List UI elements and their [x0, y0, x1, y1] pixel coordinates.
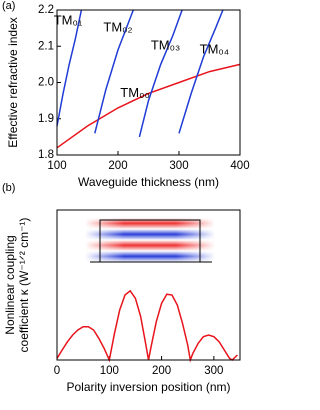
series-label: TM₀₂	[103, 20, 132, 35]
y-tick-label: 1.8	[38, 149, 54, 161]
series-label: TM₀₄	[200, 41, 229, 56]
x-tick-label: 200	[152, 365, 171, 377]
figure: (a) 100 200 300 400 1.8 1.9 2.0 2.1 2.2 Waveguide …	[2, 0, 250, 394]
x-tick-label: 400	[230, 160, 249, 172]
y-axis-label: coefficient κ (W⁻¹ᐟ² cm⁻¹)	[17, 218, 31, 353]
x-tick-label: 100	[47, 160, 66, 172]
x-tick-label: 300	[169, 160, 188, 172]
y-tick-label: 2.0	[38, 77, 54, 89]
x-axis-label: Polarity inversion position (nm)	[66, 380, 230, 394]
plot-frame	[56, 9, 241, 156]
series-label: TM₀₃	[151, 38, 180, 53]
series-line	[178, 9, 224, 134]
series-line	[56, 63, 241, 149]
x-tick-label: 100	[100, 365, 119, 377]
panel-label: (b)	[2, 182, 15, 194]
y-tick-label: 2.1	[38, 40, 54, 52]
plot-frame	[56, 209, 241, 361]
x-axis-label: Waveguide thickness (nm)	[78, 175, 219, 189]
series-line	[56, 289, 238, 363]
y-tick-label: 1.9	[38, 113, 54, 125]
series-line	[94, 9, 135, 134]
y-axis-label: Nonlinear coupling	[3, 235, 17, 334]
series-line	[138, 9, 183, 138]
mode-inset	[85, 218, 215, 263]
x-tick-label: 0	[54, 365, 60, 377]
series-label: TM₀₁	[54, 12, 83, 27]
panel-label: (a)	[2, 0, 15, 12]
y-axis-label: Effective refractive index	[6, 17, 20, 148]
series-label: TM₀₀	[120, 85, 150, 100]
x-tick-label: 300	[204, 365, 223, 377]
series-line	[56, 9, 83, 127]
y-tick-label: 2.2	[38, 4, 54, 16]
x-tick-label: 200	[108, 160, 127, 172]
